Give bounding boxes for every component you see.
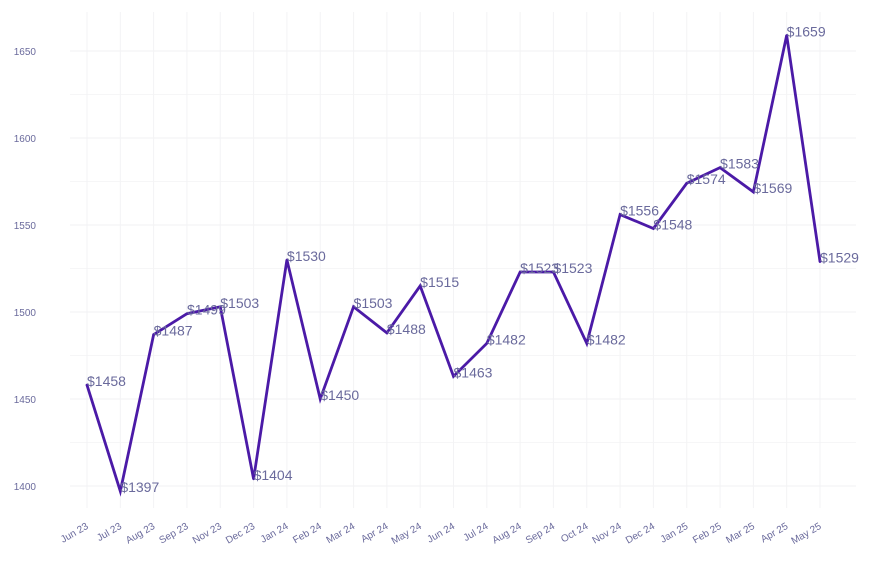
grid-layer [70,12,856,508]
data-label: $1556 [620,203,659,219]
data-label: $1488 [387,321,426,337]
data-point [352,305,355,308]
x-tick-label: Oct 24 [559,521,590,545]
x-tick-label: Feb 24 [291,521,324,546]
data-label: $1659 [787,23,826,39]
data-point [718,166,722,169]
data-point [252,477,255,481]
data-point [285,258,289,261]
data-label: $1463 [454,364,493,380]
x-tick-label: Nov 24 [591,521,624,547]
data-point [685,182,688,185]
series-layer [85,34,822,497]
x-tick-label: Apr 24 [359,521,390,545]
x-tick-label: Jun 23 [59,521,91,546]
x-tick-label: Dec 24 [624,521,657,547]
y-tick-label: 1500 [14,308,37,319]
x-tick-label: Dec 23 [224,521,257,547]
data-point [552,270,555,274]
data-point [652,227,655,230]
x-tick-label: May 25 [790,521,824,547]
data-point [418,284,422,288]
data-point [319,397,322,401]
x-tick-label: Sep 23 [157,521,190,547]
data-point [219,305,222,308]
data-label: $1404 [254,467,293,483]
data-label: $1450 [320,387,359,403]
data-label: $1548 [653,216,692,232]
x-tick-label: Jan 24 [259,521,291,546]
x-tick-label: Sep 24 [524,521,557,547]
x-tick-label: Aug 23 [124,521,157,547]
data-label: $1503 [220,295,259,311]
y-tick-label: 1450 [14,395,37,406]
data-label: $1529 [820,250,859,266]
x-tick-label: Jun 24 [425,521,457,546]
data-point [618,213,622,216]
data-label: $1499 [187,302,226,318]
data-label: $1569 [753,180,792,196]
data-point [752,190,755,194]
x-tick-label: Jul 24 [462,521,491,544]
data-label: $1523 [520,260,559,276]
data-label: $1503 [354,295,393,311]
y-tick-label: 1400 [14,482,37,493]
data-point [185,312,189,315]
data-label: $1574 [687,171,726,187]
data-point [152,333,155,336]
y-tick-label: 1550 [14,221,37,232]
x-tick-label: Jul 23 [95,521,124,544]
x-tick-label: Mar 24 [325,521,358,546]
data-label: $1487 [154,323,193,339]
data-label: $1530 [287,248,326,264]
data-labels: $1458$1397$1487$1499$1503$1404$1530$1450… [87,23,859,495]
data-label: $1397 [120,479,159,495]
data-point [452,375,455,378]
y-tick-label: 1600 [14,134,37,145]
x-tick-label: Apr 25 [759,521,790,545]
x-axis-ticks: Jun 23 Jul 23 Aug 23 Sep 23 Nov 23 Dec 23 Jan … [59,521,824,547]
data-label: $1583 [720,156,759,172]
data-point [385,331,389,335]
data-label: $1482 [587,331,626,347]
y-axis-ticks: 1400 1450 1500 1550 1600 1650 [14,47,37,493]
data-point [818,260,822,263]
data-point [785,34,788,37]
x-tick-label: May 24 [390,521,424,547]
data-point [119,490,122,493]
y-tick-label: 1650 [14,47,37,58]
x-tick-label: Aug 24 [491,521,524,547]
data-label: $1515 [420,274,459,290]
data-label: $1482 [487,331,526,347]
data-point [518,270,522,274]
x-tick-label: Jan 25 [659,521,691,546]
data-point [485,342,489,345]
data-point [585,342,588,345]
data-label: $1523 [553,260,592,276]
data-point [85,383,89,387]
x-tick-label: Mar 25 [724,521,757,546]
data-label: $1458 [87,373,126,389]
x-tick-label: Feb 25 [691,521,724,546]
x-tick-label: Nov 23 [191,521,224,547]
